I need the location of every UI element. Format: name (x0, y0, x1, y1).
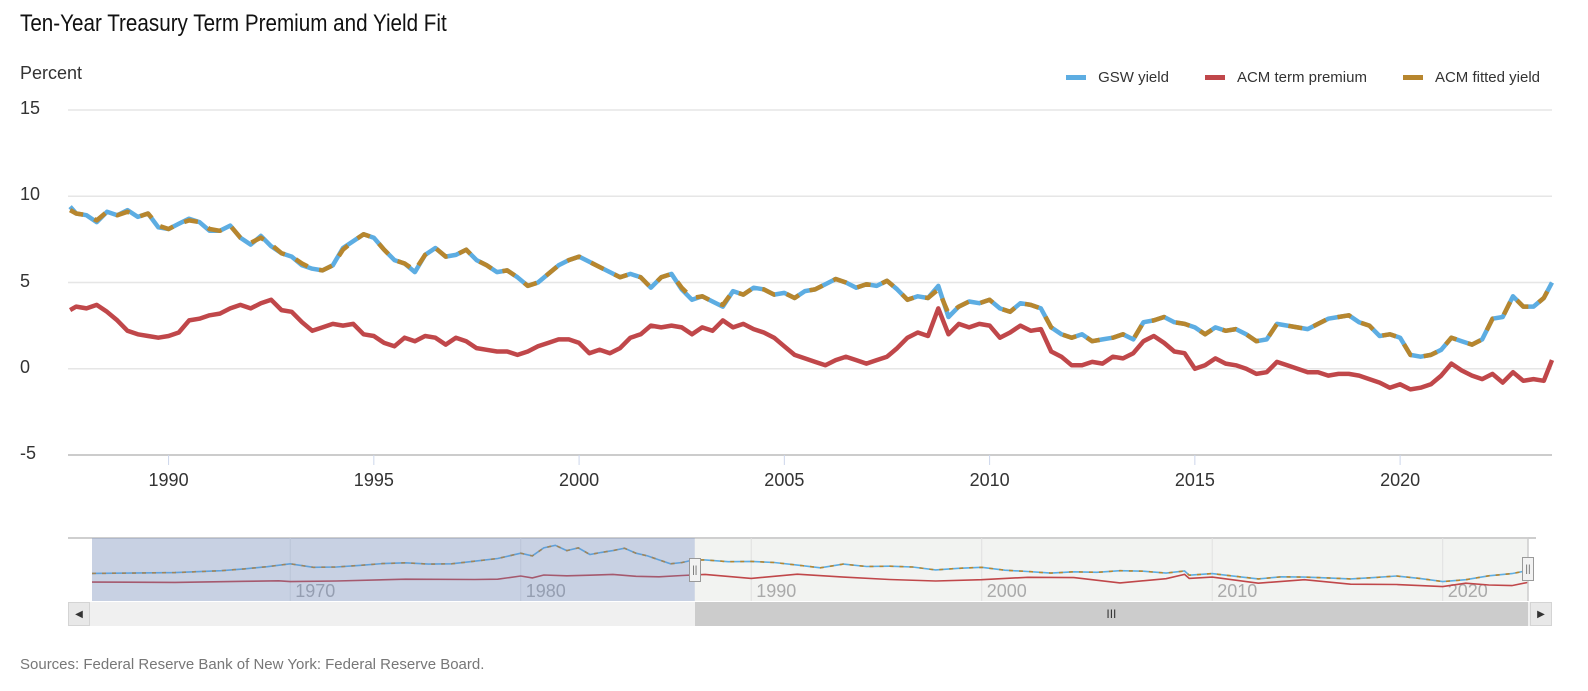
grip-icon: || (692, 564, 698, 576)
legend-label: ACM fitted yield (1434, 69, 1540, 86)
main-plot (68, 109, 1555, 465)
legend-label: GSW yield (1098, 69, 1169, 86)
navigator-tick-label: 1970 (295, 581, 335, 601)
legend-swatch-gsw-yield (1066, 75, 1087, 80)
navigator-tick-label: 1980 (526, 581, 566, 601)
legend-swatch-acm-term-premium (1204, 75, 1225, 80)
x-tick-label: 2000 (559, 470, 600, 490)
scroll-left-button[interactable]: ◀ (68, 602, 90, 626)
scroll-right-button[interactable]: ▶ (1530, 602, 1552, 626)
y-tick-label: -5 (20, 443, 37, 463)
navigator-tick-label: 2010 (1217, 581, 1257, 601)
legend-label: ACM term premium (1236, 69, 1367, 86)
navigator-series-acm-term-premium (91, 573, 1529, 588)
navigator-handle-left[interactable]: || (688, 558, 701, 582)
legend: GSW yield ACM term premium ACM fitted yi… (1066, 69, 1540, 86)
navigator-background (92, 538, 1528, 601)
legend-item-gsw-yield[interactable]: GSW yield (1066, 69, 1169, 86)
x-tick-label: 2015 (1174, 470, 1215, 490)
navigator-mask (92, 538, 695, 601)
caret-right-icon: ▶ (1537, 608, 1545, 620)
navigator-series-acm-fitted-yield (91, 544, 1529, 583)
y-tick-label: 15 (20, 98, 41, 118)
caret-left-icon: ◀ (75, 608, 83, 620)
scrollbar-thumb[interactable]: III (694, 602, 1528, 626)
legend-swatch-acm-fitted-yield (1402, 75, 1423, 80)
legend-item-acm-fitted-yield[interactable]: ACM fitted yield (1402, 69, 1540, 86)
y-axis-unit-label: Percent (20, 63, 83, 83)
chart-title: Ten-Year Treasury Term Premium and Yield… (20, 10, 447, 37)
x-tick-label: 2020 (1380, 470, 1421, 490)
x-tick-label: 1990 (148, 470, 189, 490)
legend-item-acm-term-premium[interactable]: ACM term premium (1204, 69, 1367, 86)
y-tick-label: 5 (20, 270, 31, 291)
navigator-tick-label: 1990 (756, 581, 796, 601)
y-tick-label: 10 (20, 184, 41, 205)
x-tick-label: 2005 (764, 470, 805, 490)
navigator-handle-right[interactable]: || (1522, 557, 1534, 581)
navigator-tick-label: 2020 (1448, 581, 1488, 601)
x-tick-label: 2010 (969, 470, 1010, 490)
scrollbar-grip-icon: III (1106, 607, 1117, 621)
x-tick-label: 1995 (353, 470, 394, 490)
y-tick-label: 0 (20, 356, 31, 377)
source-note: Sources: Federal Reserve Bank of New Yor… (20, 656, 485, 673)
navigator-tick-label: 2000 (987, 581, 1027, 601)
series-line-acm-term-premium[interactable] (68, 297, 1555, 392)
series-line-acm-fitted-yield[interactable] (69, 208, 1554, 359)
grip-icon: || (1525, 563, 1531, 575)
